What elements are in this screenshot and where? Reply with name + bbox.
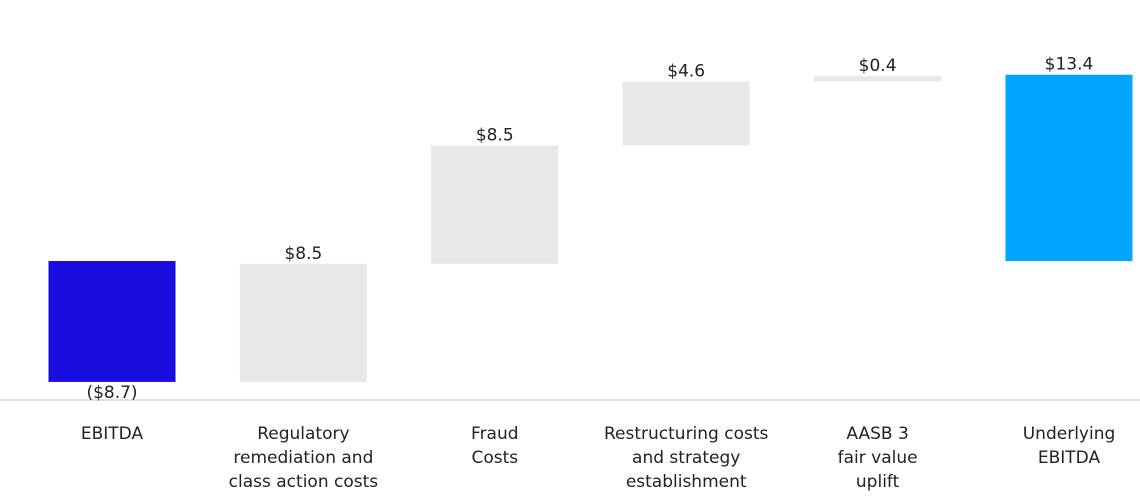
value-label: ($8.7)	[86, 383, 137, 403]
bar	[814, 76, 942, 82]
value-label: $8.5	[476, 126, 514, 146]
value-label: $8.5	[284, 244, 322, 264]
bar	[1005, 74, 1133, 262]
x-tick-label: Regulatory remediation and class action …	[228, 424, 379, 492]
x-tick-label: Restructuring costs and strategy establi…	[603, 424, 769, 492]
bar	[431, 145, 559, 264]
bar	[239, 263, 367, 382]
x-tick-label: AASB 3 fair value uplift	[837, 424, 918, 492]
x-tick-label: EBITDA	[80, 424, 144, 444]
value-label: $4.6	[667, 62, 705, 82]
bar	[622, 81, 750, 146]
value-label: $13.4	[1045, 55, 1094, 75]
x-tick-label: Underlying EBITDA	[1022, 424, 1116, 468]
value-label: $0.4	[859, 56, 897, 76]
bar	[48, 261, 176, 382]
x-tick-label: Fraud Costs	[471, 424, 519, 468]
